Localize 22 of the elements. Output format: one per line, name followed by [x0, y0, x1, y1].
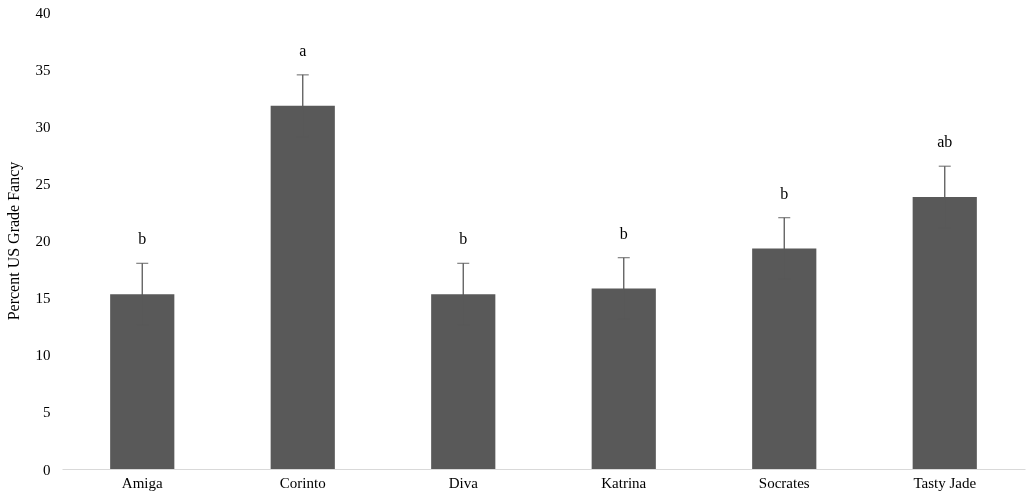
- annotation: b: [459, 230, 468, 248]
- y-tick-label: 15: [35, 290, 51, 307]
- y-tick-label: 0: [43, 461, 51, 478]
- annotation: b: [780, 184, 789, 202]
- annotation: a: [299, 41, 307, 59]
- y-tick-label: 35: [35, 61, 51, 78]
- y-axis-title: Percent US Grade Fancy: [4, 161, 23, 321]
- annotation: ab: [937, 133, 953, 151]
- y-tick-label: 25: [35, 175, 51, 192]
- y-tick-label: 20: [35, 233, 51, 249]
- x-tick-label: Amiga: [121, 474, 163, 491]
- x-tick-label: Tasty Jade: [913, 474, 977, 491]
- y-tick-label: 5: [43, 404, 51, 421]
- x-tick-label: Socrates: [758, 474, 810, 491]
- x-tick-label: Corinto: [279, 474, 326, 491]
- y-tick-label: 40: [35, 4, 51, 21]
- x-tick-label: Diva: [448, 474, 479, 491]
- annotation: b: [138, 230, 147, 248]
- x-tick-label: Katrina: [601, 474, 647, 491]
- y-tick-label: 30: [35, 118, 51, 135]
- annotation: b: [619, 224, 628, 242]
- y-tick-label: 10: [35, 347, 51, 364]
